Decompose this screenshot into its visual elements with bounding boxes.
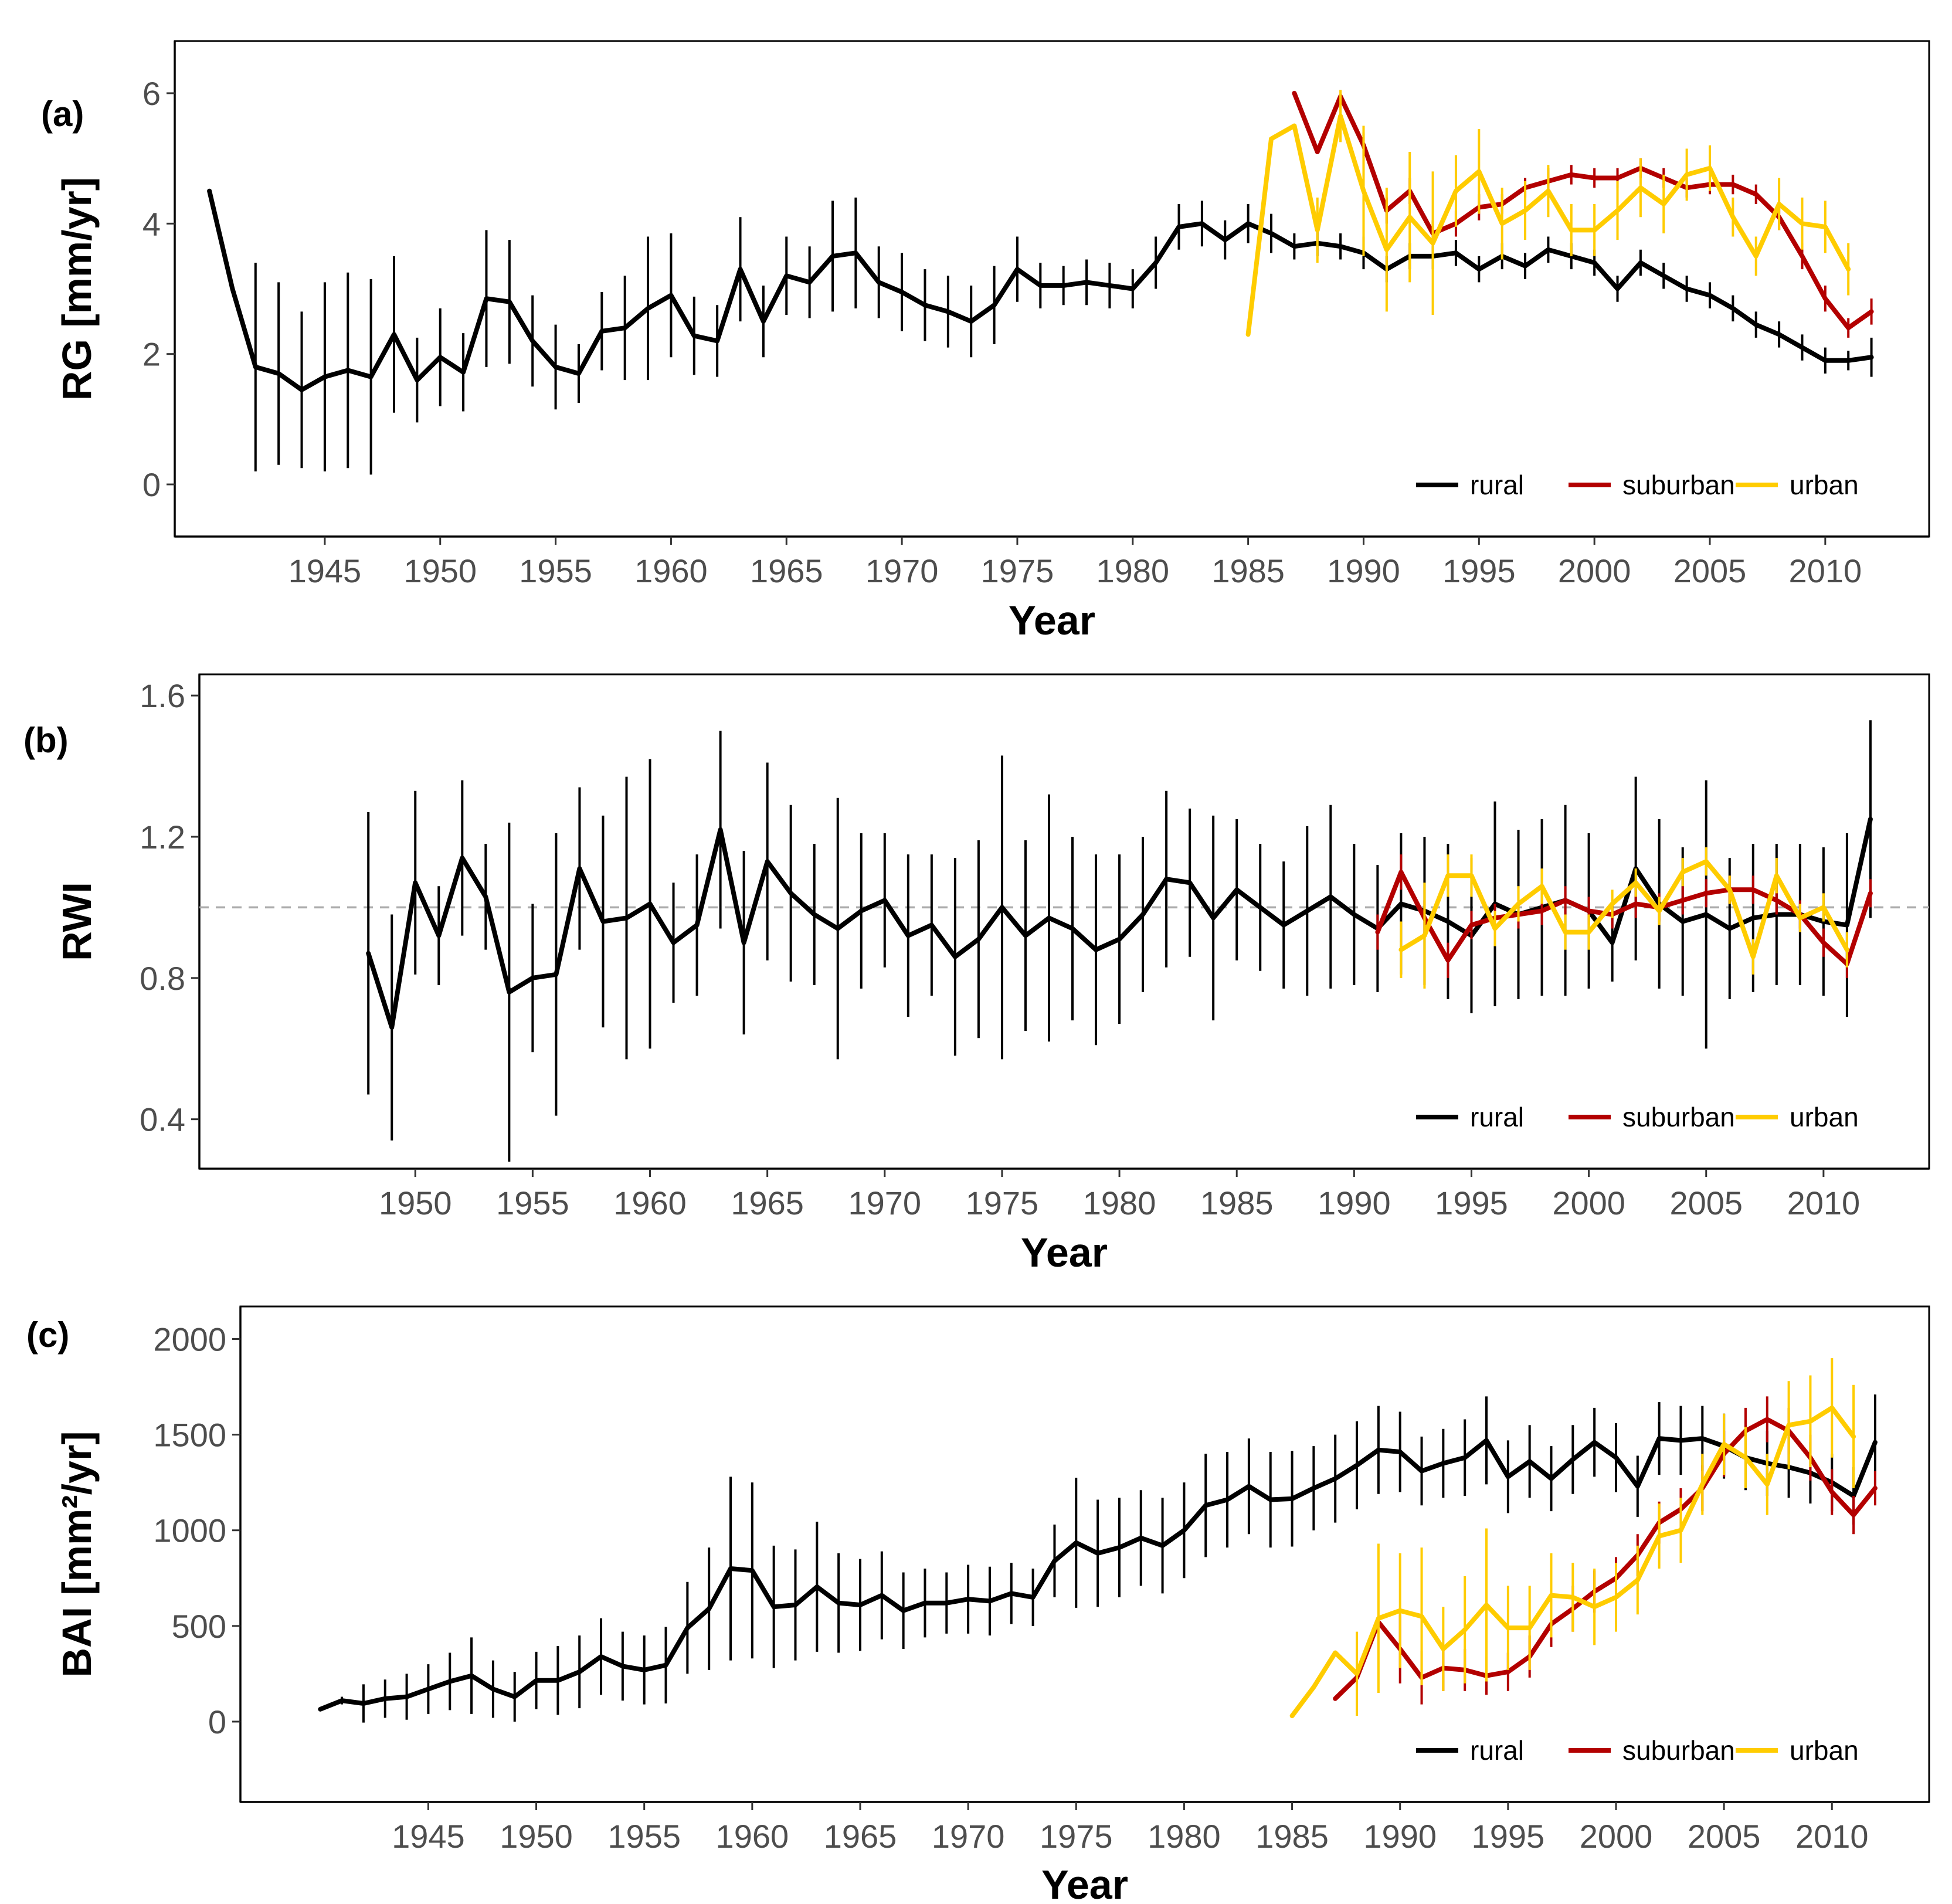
y-tick-label: 1.6 [140,677,185,714]
x-tick-label: 1975 [981,552,1054,589]
legend: rural suburban urban [1416,470,1859,500]
x-tick-label: 1960 [634,552,708,589]
series-line-suburban [1375,870,1873,966]
x-tick-label: 1990 [1318,1185,1391,1221]
series-line-urban [1245,113,1851,337]
x-tick-label: 1955 [496,1185,569,1221]
x-tick-label: 1955 [519,552,592,589]
x-tick-label: 1980 [1148,1818,1221,1855]
x-tick-label: 2000 [1580,1818,1653,1855]
x-tick-label: 1980 [1096,552,1170,589]
y-tick-label: 500 [172,1608,226,1645]
series-line-urban [1398,859,1849,959]
series-line-rural [366,816,1873,1030]
legend-label-rural: rural [1470,470,1524,500]
y-tick-label: 0 [142,466,161,503]
x-tick-label: 2005 [1673,552,1747,589]
y-tick-label: 2 [142,336,161,373]
x-tick-label: 1950 [403,552,477,589]
legend: rural suburban urban [1416,1102,1859,1132]
x-tick-label: 2005 [1669,1185,1743,1221]
x-tick-label: 2005 [1688,1818,1761,1855]
x-tick-label: 2010 [1795,1818,1869,1855]
x-tick-label: 1970 [932,1818,1005,1855]
x-axis-title: Year [1009,598,1095,643]
x-tick-label: 1960 [716,1818,789,1855]
legend-label-suburban: suburban [1622,1102,1735,1132]
series-line-rural [207,188,1874,392]
chart-panel-b: 0.4 0.8 1.2 1.6 1950 1955 1960 1965 1970 1975 1980… [23,673,1930,1275]
series-urban [1398,847,1849,989]
series-urban [1289,1358,1856,1719]
y-tick-label: 6 [142,75,161,112]
legend: rural suburban urban [1416,1735,1859,1766]
y-tick-label: 1.2 [140,819,185,856]
panel-label: (c) [26,1315,69,1355]
y-axis-title: BAI [mm²/yr] [54,1431,100,1677]
x-tick-label: 1995 [1435,1185,1508,1221]
x-tick-label: 1995 [1442,552,1516,589]
x-tick-label: 1975 [966,1185,1039,1221]
x-tick-label: 1945 [288,552,362,589]
series-rural [318,1394,1878,1723]
x-tick-label: 1985 [1255,1818,1329,1855]
series-line-rural [318,1436,1878,1712]
series-rural [366,720,1873,1162]
x-tick-label: 1965 [731,1185,804,1221]
x-tick-label: 1950 [379,1185,452,1221]
x-tick-label: 1970 [865,552,939,589]
chart-panel-c: 0 500 1000 1500 2000 1945 1950 1955 1960 1965 1970… [26,1305,1930,1904]
x-tick-label: 2000 [1552,1185,1625,1221]
y-tick-label: 0.4 [140,1101,185,1138]
x-axis-title: Year [1021,1230,1108,1275]
x-tick-label: 1980 [1083,1185,1156,1221]
panel-label: (a) [41,94,84,134]
x-tick-label: 1955 [607,1818,681,1855]
x-tick-label: 1975 [1040,1818,1113,1855]
plot-frame [239,1305,1930,1803]
x-tick-label: 1945 [392,1818,465,1855]
x-tick-label: 2000 [1558,552,1631,589]
y-tick-label: 0 [208,1703,226,1740]
series-line-suburban [1333,1417,1878,1701]
x-tick-label: 2010 [1787,1185,1861,1221]
x-tick-label: 1995 [1472,1818,1545,1855]
series-line-urban [1289,1405,1856,1719]
y-axis-title: RG [mm/yr] [54,177,100,401]
x-axis-title: Year [1041,1862,1128,1904]
legend-label-suburban: suburban [1622,1735,1735,1766]
x-tick-label: 1965 [750,552,823,589]
plot-frame [174,40,1930,538]
legend-label-rural: rural [1470,1735,1524,1766]
legend-label-rural: rural [1470,1102,1524,1132]
plot-frame [198,673,1930,1170]
x-tick-label: 1950 [500,1818,573,1855]
series-suburban [1333,1396,1878,1705]
x-tick-label: 2010 [1789,552,1862,589]
x-tick-label: 1960 [613,1185,687,1221]
x-tick-label: 1990 [1363,1818,1437,1855]
legend-label-urban: urban [1790,470,1859,500]
x-tick-label: 1985 [1200,1185,1274,1221]
y-tick-label: 2000 [153,1321,226,1357]
y-tick-label: 1500 [153,1417,226,1454]
x-tick-label: 1985 [1211,552,1285,589]
y-axis-title: RWI [54,882,100,961]
chart-panel-a: 0 2 4 6 1945 1950 1955 1960 1965 1970 1975 1980 1985… [41,40,1930,643]
series-suburban [1292,90,1874,338]
series-urban [1245,90,1851,337]
panel-label: (b) [23,721,69,760]
legend-label-suburban: suburban [1622,470,1735,500]
x-tick-label: 1965 [824,1818,897,1855]
series-rural [207,188,1874,475]
y-tick-label: 4 [142,205,161,242]
y-tick-label: 1000 [153,1512,226,1549]
y-tick-label: 0.8 [140,960,185,997]
x-tick-label: 1990 [1327,552,1400,589]
legend-label-urban: urban [1790,1735,1859,1766]
x-tick-label: 1970 [848,1185,922,1221]
legend-label-urban: urban [1790,1102,1859,1132]
